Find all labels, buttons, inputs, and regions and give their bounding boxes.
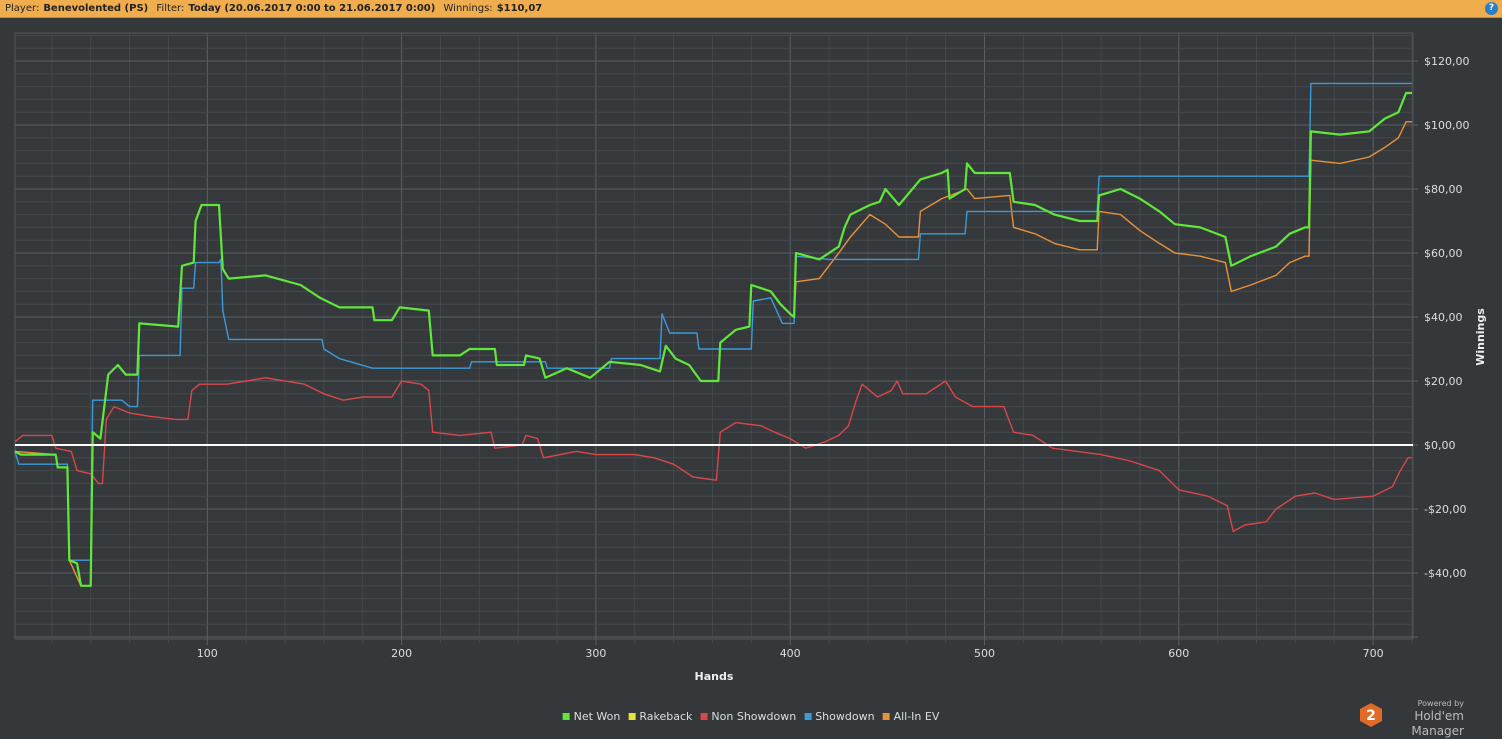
y-tick-label: $0,00	[1424, 439, 1456, 452]
hem2-logo: 2	[1360, 703, 1382, 727]
x-axis-label: Hands	[695, 670, 734, 683]
legend-swatch	[700, 713, 708, 720]
x-tick-label: 500	[974, 647, 995, 660]
x-tick-label: 600	[1168, 647, 1189, 660]
player-label: Player:	[5, 3, 40, 14]
winnings-label: Winnings:	[443, 3, 493, 14]
y-tick-label: $80,00	[1424, 183, 1463, 196]
legend-item[interactable]: All-In EV	[882, 710, 940, 723]
y-tick-label: $100,00	[1424, 119, 1470, 132]
legend-item[interactable]: Showdown	[804, 710, 875, 723]
series-line-showdown	[14, 82, 1412, 561]
plot-area	[14, 32, 1414, 640]
y-tick-label: $60,00	[1424, 247, 1463, 260]
chart-legend: Net Won Rakeback Non Showdown Showdown All-I…	[559, 710, 944, 723]
winnings-chart: 100 200 300 400 500 600 700 -$40,00 -$20,00 $0,00…	[14, 32, 1487, 683]
filter-summary: Player: Benevolented (PS) Filter: Today (2…	[0, 0, 542, 17]
legend-label: Rakeback	[639, 710, 693, 723]
player-name: Benevolented (PS)	[43, 3, 149, 14]
legend-label: Net Won	[573, 710, 621, 723]
y-tick-label: -$40,00	[1424, 567, 1466, 580]
y-tick-label: -$20,00	[1424, 503, 1466, 516]
filter-bar	[0, 0, 1502, 18]
branding: Powered by Hold'em Manager 2	[1360, 699, 1490, 739]
filter-value[interactable]: Today (20.06.2017 0:00 to 21.06.2017 0:0…	[188, 3, 436, 14]
x-tick-label: 400	[780, 647, 801, 660]
y-tick-label: $120,00	[1424, 55, 1470, 68]
svg-text:2: 2	[1366, 708, 1376, 724]
legend-label: Showdown	[815, 710, 875, 723]
legend-swatch	[562, 713, 570, 720]
legend-label: Non Showdown	[711, 710, 797, 723]
x-tick-label: 300	[585, 647, 606, 660]
question-circle-icon[interactable]: ?	[1485, 2, 1498, 15]
series-line-net-won	[14, 91, 1412, 587]
y-tick-label: $20,00	[1424, 375, 1463, 388]
legend-swatch	[628, 713, 636, 720]
filter-label: Filter:	[156, 3, 185, 14]
powered-by-text: Powered by	[1417, 699, 1464, 708]
legend-item[interactable]: Non Showdown	[700, 710, 796, 723]
winnings-value: $110,07	[496, 3, 543, 14]
x-tick-label: 100	[197, 647, 218, 660]
series-line-non-showdown	[14, 377, 1412, 533]
x-tick-label: 200	[391, 647, 412, 660]
x-tick-label: 700	[1363, 647, 1384, 660]
legend-item[interactable]: Net Won	[562, 710, 621, 723]
legend-label: All-In EV	[893, 710, 940, 723]
legend-swatch	[804, 713, 812, 720]
y-tick-label: $40,00	[1424, 311, 1463, 324]
legend-item[interactable]: Rakeback	[628, 710, 692, 723]
y-axis-label: Winnings	[1474, 308, 1487, 366]
legend-swatch	[882, 713, 890, 720]
